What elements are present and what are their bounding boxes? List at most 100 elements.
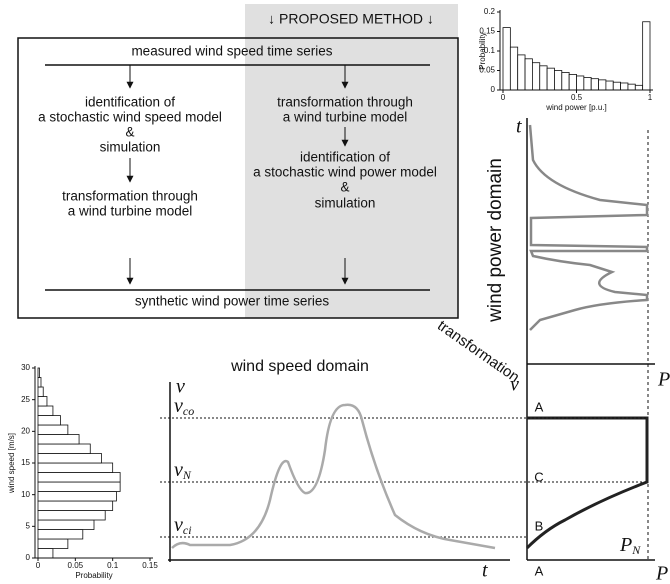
bar [502, 27, 511, 91]
bar [612, 81, 621, 91]
bar [524, 58, 533, 91]
bar [634, 84, 644, 91]
step: identification of [300, 150, 390, 165]
bar [546, 67, 555, 91]
bar [509, 46, 519, 91]
rated-power: PN [619, 534, 641, 557]
y-tick-label: 10 [21, 490, 30, 499]
bar [620, 82, 629, 91]
bar [576, 75, 585, 91]
flow-box [17, 37, 459, 319]
y-tick-label: 15 [21, 458, 30, 467]
bar [642, 21, 651, 91]
step: simulation [100, 140, 161, 155]
bar [37, 367, 40, 378]
bar [37, 396, 48, 407]
step: & [125, 125, 134, 140]
level-label: vco [174, 395, 194, 418]
region: B [535, 518, 544, 533]
bar [37, 481, 121, 492]
output-label: synthetic wind power time series [135, 294, 330, 309]
bar [561, 72, 570, 91]
step: identification of [85, 95, 175, 110]
y-tick-label: 0 [491, 85, 496, 94]
y-axis-label: wind speed [m/s] [7, 433, 16, 494]
step: & [340, 180, 349, 195]
bar [627, 83, 636, 91]
x-tick-label: 0.5 [571, 93, 583, 102]
y-tick-label: 0 [26, 553, 31, 562]
bar [37, 386, 44, 397]
step: transformation through [277, 95, 413, 110]
y-tick-label: 0.2 [484, 7, 496, 16]
level-label: vN [174, 459, 192, 482]
axis-label: P [655, 563, 668, 584]
bar [37, 453, 102, 464]
bar [568, 74, 577, 91]
axis-label: P [657, 369, 670, 391]
bar [37, 510, 106, 521]
header: ↓ PROPOSED METHOD ↓ [268, 11, 434, 27]
region: C [534, 469, 543, 484]
bar [554, 70, 563, 91]
domain-title: wind power domain [485, 158, 506, 323]
bar [37, 491, 117, 502]
x-tick-label: 0.15 [142, 561, 158, 570]
x-tick-label: 0 [36, 561, 41, 570]
x-axis-label: wind power [p.u.] [545, 103, 606, 112]
x-axis-label: Probability [75, 571, 112, 580]
y-tick-label: 30 [21, 363, 30, 372]
bar [37, 405, 54, 416]
bar [590, 78, 599, 91]
y-tick-label: 25 [21, 395, 30, 404]
y-tick-label: 0.15 [479, 27, 495, 36]
y-axis-label: Probability [478, 32, 487, 69]
axis-label: v [510, 374, 519, 396]
bar [37, 529, 84, 540]
step: a wind turbine model [68, 204, 193, 219]
bar [598, 79, 607, 91]
y-tick-label: 0.1 [484, 46, 496, 55]
step: a stochastic wind speed model [38, 110, 222, 125]
step: transformation through [62, 189, 198, 204]
bar [37, 538, 69, 549]
bar [37, 548, 54, 559]
proposed-area [245, 4, 458, 318]
step: a wind turbine model [283, 110, 408, 125]
level-label: vci [174, 514, 192, 537]
x-tick-label: 0 [501, 93, 506, 102]
bar [539, 65, 548, 91]
power-series [528, 124, 649, 331]
bar [37, 472, 121, 483]
input-label: measured wind speed time series [131, 44, 332, 59]
axis-label: t [482, 560, 488, 582]
speed-series [171, 403, 496, 550]
bar [37, 462, 114, 473]
bar [517, 54, 526, 91]
y-tick-label: 20 [21, 426, 30, 435]
x-tick-label: 0.05 [68, 561, 84, 570]
y-tick-label: 5 [26, 521, 31, 530]
power-curve [525, 416, 649, 550]
axis-label: v [176, 376, 185, 398]
domain-title: wind speed domain [230, 358, 369, 375]
step: a stochastic wind power model [253, 165, 437, 180]
bar [605, 80, 614, 91]
bar [37, 415, 61, 426]
bar [37, 377, 42, 388]
y-tick-label: 0.05 [479, 66, 495, 75]
bar [37, 500, 114, 511]
bar [532, 62, 541, 91]
region: A [535, 399, 544, 414]
bar [37, 443, 91, 454]
bar [583, 77, 592, 91]
bar [37, 434, 80, 445]
x-tick-label: 1 [648, 93, 653, 102]
step: simulation [315, 196, 376, 211]
x-tick-label: 0.1 [107, 561, 119, 570]
axis-label: t [516, 116, 522, 138]
bar [37, 424, 69, 435]
bar [37, 519, 95, 530]
region: A [535, 563, 544, 578]
